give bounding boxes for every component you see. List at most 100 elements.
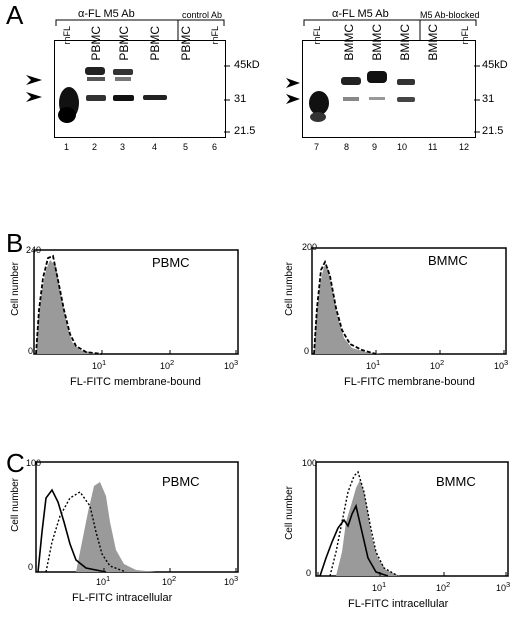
- right-blot-header: α-FL M5 Ab: [332, 8, 389, 20]
- c-right-xlabel: FL-FITC intracellular: [348, 598, 449, 610]
- lane-number: 4: [152, 142, 158, 152]
- b-right-histogram: [311, 247, 507, 355]
- tick-base: 10: [494, 361, 505, 371]
- lane-label-9: BMMC: [370, 24, 384, 61]
- tick-exp: 2: [446, 580, 451, 589]
- lane-label-8: BMMC: [342, 24, 356, 61]
- tick-exp: 1: [106, 574, 111, 583]
- b-left-tick-3: 103: [224, 358, 238, 371]
- b-right-tick-1: 101: [366, 358, 380, 371]
- left-marker-ticks: [224, 65, 230, 133]
- marker-31-right: 31: [482, 93, 495, 105]
- b-right-tick-3: 103: [494, 358, 508, 371]
- lane-number: 2: [92, 142, 98, 152]
- lane-number: 9: [372, 142, 378, 152]
- left-blot-control-header: control Ab: [182, 10, 223, 20]
- tick-exp: 3: [506, 580, 511, 589]
- b-right-ylabel: Cell number: [284, 262, 295, 316]
- tick-base: 10: [436, 583, 447, 593]
- tick-base: 10: [96, 577, 107, 587]
- c-left-ylabel: Cell number: [10, 478, 21, 532]
- b-left-xlabel: FL-FITC membrane-bound: [70, 376, 201, 388]
- marker-45kd-left: 45kD: [234, 59, 260, 71]
- b-left-histogram: [33, 249, 239, 355]
- c-right-sample: BMMC: [436, 474, 476, 489]
- tick-exp: 3: [504, 358, 509, 367]
- tick-base: 10: [162, 577, 173, 587]
- right-blot-brackets: [303, 19, 477, 40]
- lane-label-7: rhFL: [312, 26, 322, 45]
- tick-base: 10: [496, 583, 507, 593]
- lane-label-10: BMMC: [398, 24, 412, 61]
- c-left-tick-3: 103: [224, 574, 238, 587]
- c-right-tick-3: 103: [496, 580, 510, 593]
- marker-21-right: 21.5: [482, 125, 504, 137]
- lane-number: 11: [428, 142, 438, 152]
- lane-number: 1: [64, 142, 70, 152]
- lane-number: 3: [120, 142, 126, 152]
- lane-number: 5: [183, 142, 189, 152]
- c-right-histogram: [315, 461, 509, 577]
- tick-base: 10: [160, 361, 171, 371]
- tick-base: 10: [430, 361, 441, 371]
- lane-number: 12: [459, 142, 470, 152]
- lane-number: 7: [314, 142, 320, 152]
- b-right-tick-2: 102: [430, 358, 444, 371]
- tick-base: 10: [224, 361, 235, 371]
- arrow-icon: [26, 75, 42, 85]
- right-marker-ticks: [474, 65, 480, 133]
- tick-base: 10: [372, 583, 383, 593]
- c-left-y0: 0: [28, 562, 34, 572]
- tick-exp: 1: [376, 358, 381, 367]
- left-blot-brackets: [55, 19, 225, 40]
- b-right-y0: 0: [304, 346, 310, 356]
- b-left-ylabel: Cell number: [10, 262, 21, 316]
- b-left-y0: 0: [28, 346, 34, 356]
- tick-exp: 2: [440, 358, 445, 367]
- c-right-tick-2: 102: [436, 580, 450, 593]
- lane-label-12: rhFL: [460, 26, 470, 45]
- marker-21-left: 21.5: [234, 125, 256, 137]
- b-right-xlabel: FL-FITC membrane-bound: [344, 376, 475, 388]
- marker-31-left: 31: [234, 93, 247, 105]
- tick-base: 10: [224, 577, 235, 587]
- marker-45kd-right: 45kD: [482, 59, 508, 71]
- right-blot-bands: [309, 71, 415, 122]
- right-blot-control-header: M5 Ab-blocked: [420, 10, 480, 20]
- tick-exp: 2: [170, 358, 175, 367]
- arrow-icon: [26, 92, 42, 102]
- c-left-histogram: [35, 461, 239, 573]
- c-right-ymax: 100: [302, 458, 318, 468]
- left-blot-bands: [58, 67, 167, 123]
- c-left-sample: PBMC: [162, 474, 200, 489]
- c-left-tick-1: 101: [96, 574, 110, 587]
- tick-exp: 1: [382, 580, 387, 589]
- panel-letter-b: B: [6, 228, 24, 258]
- arrow-icon: [286, 78, 300, 88]
- b-left-tick-2: 102: [160, 358, 174, 371]
- arrow-icon: [286, 94, 300, 104]
- tick-base: 10: [366, 361, 377, 371]
- c-left-xlabel: FL-FITC intracellular: [72, 592, 173, 604]
- lane-number: 10: [397, 142, 408, 152]
- lane-label-11: BMMC: [426, 24, 440, 61]
- c-left-tick-2: 102: [162, 574, 176, 587]
- c-right-ylabel: Cell number: [284, 486, 295, 540]
- b-right-ymax: 200: [302, 242, 318, 252]
- c-right-tick-1: 101: [372, 580, 386, 593]
- tick-exp: 1: [102, 358, 107, 367]
- lane-number: 6: [212, 142, 218, 152]
- tick-exp: 3: [234, 358, 239, 367]
- panel-letter-c: C: [6, 448, 25, 478]
- panel-letter-a: A: [6, 0, 24, 30]
- c-left-ymax: 100: [26, 458, 42, 468]
- left-western-blot: [54, 40, 226, 138]
- right-western-blot: [302, 40, 476, 138]
- left-blot-header: α-FL M5 Ab: [78, 8, 135, 20]
- tick-exp: 3: [234, 574, 239, 583]
- tick-base: 10: [92, 361, 103, 371]
- c-right-y0: 0: [306, 568, 312, 578]
- b-left-sample: PBMC: [152, 255, 190, 270]
- b-left-tick-1: 101: [92, 358, 106, 371]
- b-right-sample: BMMC: [428, 253, 468, 268]
